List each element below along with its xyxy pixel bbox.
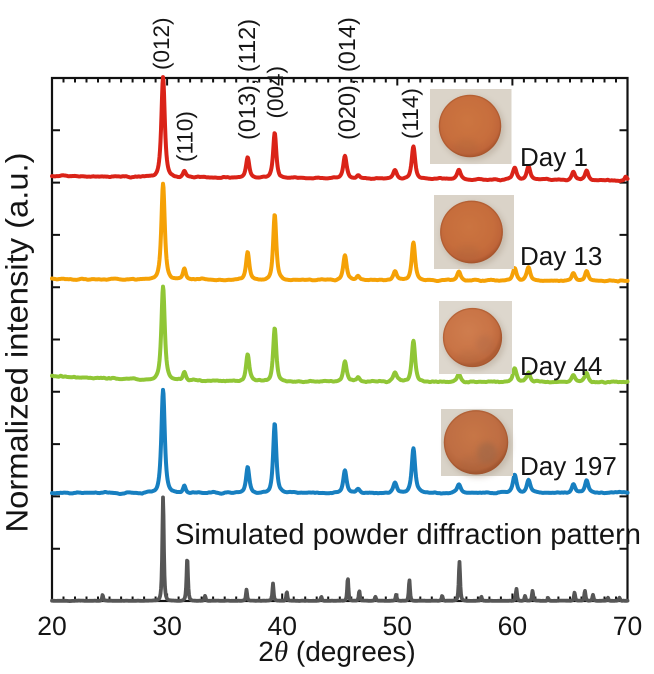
svg-text:(004): (004) xyxy=(263,66,288,119)
svg-text:Simulated powder diffraction p: Simulated powder diffraction pattern xyxy=(175,519,641,551)
svg-text:30: 30 xyxy=(152,611,181,641)
svg-text:(114): (114) xyxy=(398,88,423,139)
svg-text:70: 70 xyxy=(613,611,642,641)
svg-text:(012): (012) xyxy=(149,17,174,70)
svg-text:Day 1: Day 1 xyxy=(520,142,588,172)
svg-text:Day 44: Day 44 xyxy=(520,351,602,381)
svg-text:50: 50 xyxy=(383,611,412,641)
svg-text:(013), (112): (013), (112) xyxy=(234,19,260,140)
svg-text:2θ (degrees): 2θ (degrees) xyxy=(258,636,415,668)
svg-text:40: 40 xyxy=(267,611,296,641)
svg-text:Day 13: Day 13 xyxy=(520,241,602,271)
svg-text:60: 60 xyxy=(498,611,527,641)
svg-text:(110): (110) xyxy=(172,111,197,162)
svg-text:Day 197: Day 197 xyxy=(520,451,617,481)
svg-text:Normalized intensity (a.u.): Normalized intensity (a.u.) xyxy=(0,152,35,532)
svg-text:20: 20 xyxy=(37,611,66,641)
svg-text:(020), (014): (020), (014) xyxy=(334,17,360,140)
